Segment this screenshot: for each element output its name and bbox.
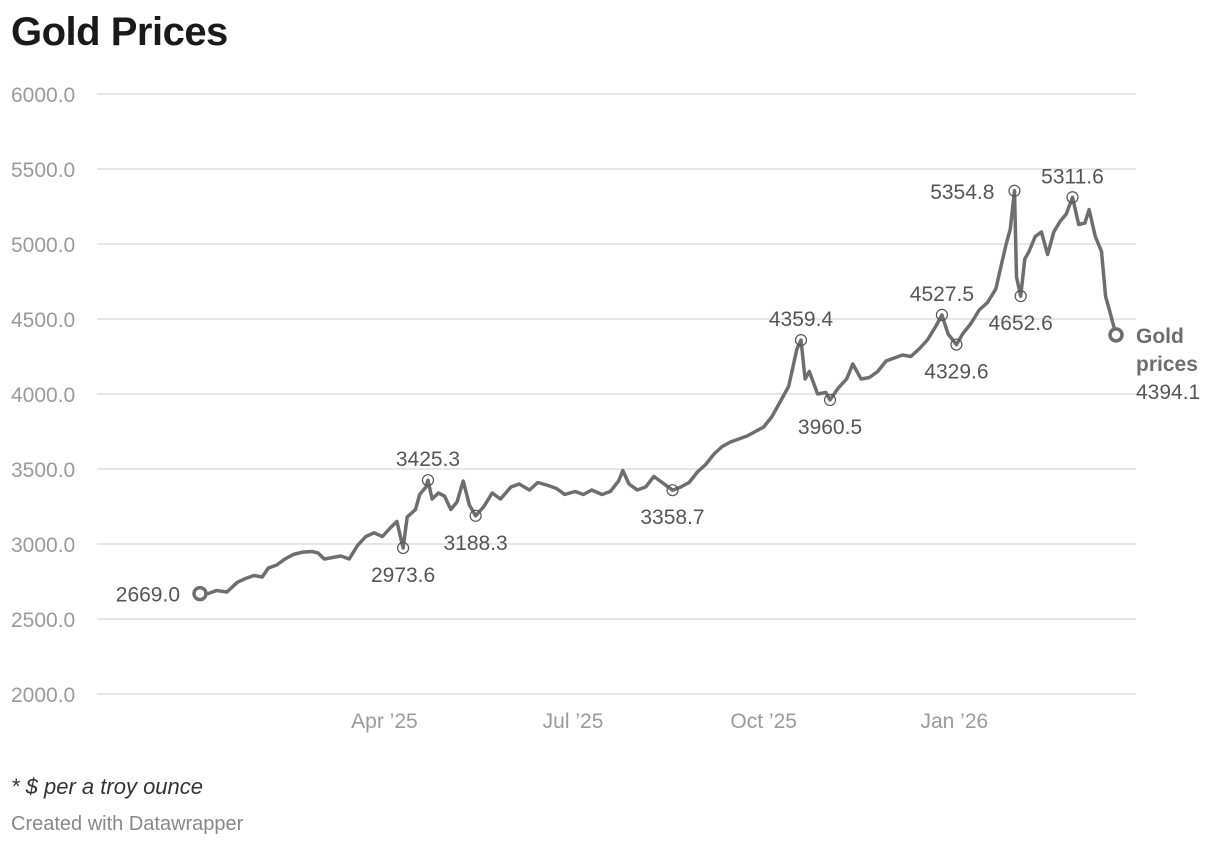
- annotation-marker: [666, 484, 679, 497]
- annotation-label: 3960.5: [798, 416, 862, 439]
- annotation-marker: [421, 474, 435, 487]
- annotation-label: 3188.3: [444, 532, 508, 555]
- annotation-marker: [794, 333, 808, 347]
- series-name-label: prices: [1136, 353, 1198, 376]
- y-tick-label: 2000.0: [11, 684, 75, 707]
- annotation-label: 3425.3: [396, 448, 460, 471]
- annotation-label: 2669.0: [116, 584, 180, 607]
- y-tick-label: 2500.0: [11, 609, 75, 632]
- annotation-marker: [469, 509, 482, 522]
- gridlines: [97, 93, 1136, 695]
- x-axis-tick-labels: Apr ’25 Jul ’25 Oct ’25 Jan ’26: [351, 710, 988, 733]
- x-tick-label: Jan ’26: [920, 710, 988, 733]
- annotation-marker: [1066, 191, 1079, 204]
- annotation-label: 4652.6: [989, 312, 1053, 335]
- annotation-marker: [1014, 290, 1027, 303]
- y-tick-label: 6000.0: [11, 84, 75, 107]
- x-tick-label: Oct ’25: [730, 710, 797, 733]
- annotations-layer: 2669.0 2973.6 3425.3 3188.3 3358.7 4359.4 3960…: [116, 165, 1104, 606]
- annotation-marker: [823, 393, 837, 407]
- y-tick-label: 3500.0: [11, 459, 75, 482]
- series-layer: [192, 189, 1124, 602]
- x-tick-label: Apr ’25: [351, 710, 418, 733]
- annotation-label: 4329.6: [924, 361, 988, 384]
- annotation-marker: [935, 308, 949, 321]
- y-tick-label: 4500.0: [11, 309, 75, 332]
- chart-title: Gold Prices: [11, 10, 228, 54]
- series-end-value-label: 4394.1: [1136, 381, 1200, 404]
- annotation-marker: [1008, 184, 1021, 197]
- annotation-marker: [950, 338, 963, 351]
- series-start-point: [192, 585, 208, 602]
- y-axis-tick-labels: 2000.0 2500.0 3000.0 3500.0 4000.0 4500.0 5000…: [11, 84, 75, 707]
- annotation-label: 2973.6: [371, 564, 435, 587]
- annotation-label: 5311.6: [1041, 165, 1104, 188]
- source-credit: Created with Datawrapper: [11, 813, 244, 835]
- annotation-label: 3358.7: [640, 506, 704, 529]
- annotation-marker: [396, 541, 410, 555]
- annotation-label: 4527.5: [910, 283, 974, 306]
- y-tick-label: 3000.0: [11, 534, 75, 557]
- y-tick-label: 5000.0: [11, 234, 75, 257]
- series-line: [198, 189, 1118, 596]
- units-footnote: * $ per a troy ounce: [11, 774, 204, 799]
- series-name-label: Gold: [1136, 325, 1184, 348]
- y-tick-label: 5500.0: [11, 159, 75, 182]
- series-end-label: Gold prices 4394.1: [1136, 325, 1200, 404]
- series-end-point: [1108, 327, 1124, 343]
- annotation-label: 5354.8: [930, 181, 994, 204]
- y-tick-label: 4000.0: [11, 384, 75, 407]
- x-tick-label: Jul ’25: [543, 710, 604, 733]
- annotation-label: 4359.4: [769, 308, 834, 331]
